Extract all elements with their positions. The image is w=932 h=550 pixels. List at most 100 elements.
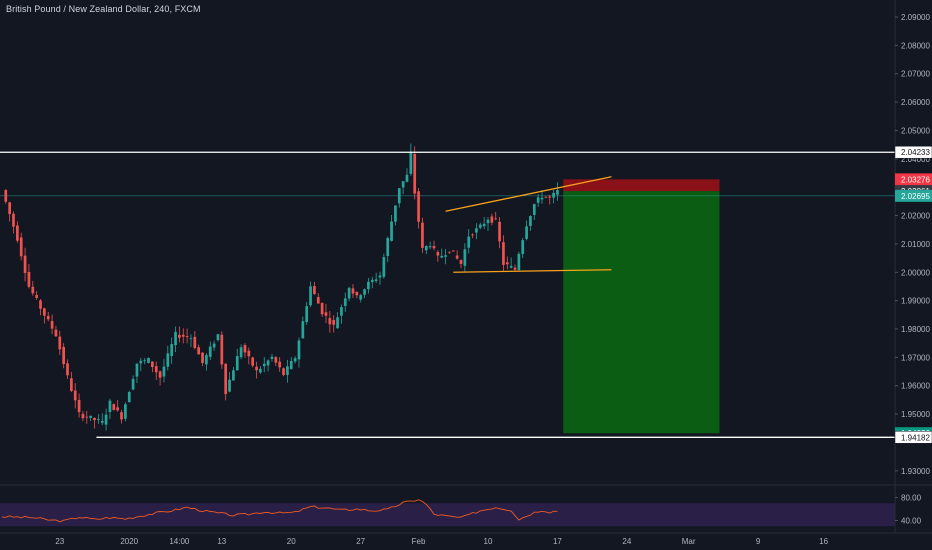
candle-body [463, 249, 467, 266]
candle-body [166, 353, 170, 367]
candle-body [4, 190, 8, 202]
price-tick-label: 2.05000 [901, 126, 930, 135]
candle-body [235, 356, 239, 371]
candle-body [548, 196, 552, 198]
candle-body [174, 331, 177, 346]
rsi-line [1, 499, 558, 523]
candle-body [482, 223, 486, 227]
price-tick-label: 1.95000 [901, 410, 930, 419]
candle-body [413, 154, 417, 194]
candle-body [502, 242, 505, 265]
candle-body [521, 240, 525, 254]
price-tick-label: 2.09000 [901, 13, 930, 22]
candle-body [12, 213, 15, 227]
time-axis-label: 17 [553, 537, 562, 546]
candle-body [270, 356, 274, 359]
candle-body [436, 252, 440, 256]
candle-body [170, 344, 174, 356]
candle-body [27, 272, 31, 287]
price-tick-label: 1.93000 [901, 467, 930, 476]
candle-body [62, 346, 66, 365]
candle-body [540, 197, 544, 200]
candle-body [181, 334, 185, 337]
price-axis-badge-label: 2.03276 [901, 175, 930, 184]
candle-body [8, 202, 11, 215]
candle-body [316, 297, 320, 304]
candle-body [556, 190, 559, 195]
candle-body [93, 417, 96, 421]
price-tick-label: 2.06000 [901, 98, 930, 107]
candle-body [359, 295, 363, 300]
price-tick-label: 1.96000 [901, 382, 930, 391]
candle-body [444, 255, 447, 257]
time-axis-label: 2020 [120, 537, 138, 546]
candle-body [139, 360, 143, 364]
candle-body [243, 345, 247, 353]
candle-body [266, 360, 270, 366]
price-tick-label: 2.04000 [901, 155, 930, 164]
candle-body [19, 237, 23, 257]
time-axis-label: 13 [217, 537, 226, 546]
candle-body [347, 287, 351, 299]
price-tick-label: 1.97000 [901, 353, 930, 362]
candle-body [343, 298, 347, 306]
candle-body [367, 281, 370, 290]
time-axis-label: 14:00 [169, 537, 190, 546]
candle-body [529, 216, 532, 226]
candles-group [4, 143, 559, 431]
candle-body [513, 267, 517, 270]
candle-body [239, 347, 243, 358]
candle-body [328, 318, 332, 325]
candle-body [382, 257, 386, 277]
candle-body [97, 419, 100, 420]
candle-body [467, 236, 471, 248]
rsi-tick-label: 80.00 [901, 494, 922, 503]
candle-body [120, 412, 123, 420]
position-target-zone [563, 191, 720, 434]
candle-body [390, 221, 393, 241]
trendline [453, 269, 612, 273]
candle-body [66, 363, 69, 376]
candle-body [70, 378, 73, 392]
candle-body [39, 300, 42, 309]
position-stop-zone [563, 179, 720, 192]
candle-body [23, 255, 27, 273]
candle-body [471, 234, 474, 236]
candle-body [16, 225, 19, 241]
candle-body [46, 315, 50, 320]
candle-body [320, 302, 324, 315]
candle-body [208, 346, 212, 357]
candle-body [394, 205, 397, 222]
candle-body [405, 174, 409, 182]
candle-body [397, 188, 401, 204]
candle-body [370, 279, 374, 282]
candle-body [158, 371, 162, 378]
candle-body [332, 319, 336, 325]
candle-body [421, 222, 424, 248]
candle-body [89, 415, 93, 418]
candle-body [131, 378, 135, 390]
candle-body [104, 414, 108, 425]
candle-body [309, 286, 312, 306]
candle-body [324, 312, 328, 316]
candle-body [154, 366, 158, 373]
candle-body [178, 334, 181, 338]
candle-body [54, 329, 58, 337]
candle-body [135, 363, 139, 377]
candle-body [189, 338, 193, 340]
candle-body [363, 289, 366, 295]
price-tick-label: 2.01000 [901, 240, 930, 249]
candle-body [147, 358, 150, 363]
candle-body [351, 288, 355, 294]
candle-body [536, 197, 540, 203]
candle-body [127, 392, 131, 403]
candle-body [282, 368, 285, 376]
candle-body [451, 250, 455, 252]
candle-body [77, 399, 81, 413]
candle-body [297, 340, 301, 360]
price-axis-badge-label: 2.04233 [901, 148, 930, 157]
price-axis-badge [895, 173, 932, 186]
candle-body [108, 400, 112, 412]
